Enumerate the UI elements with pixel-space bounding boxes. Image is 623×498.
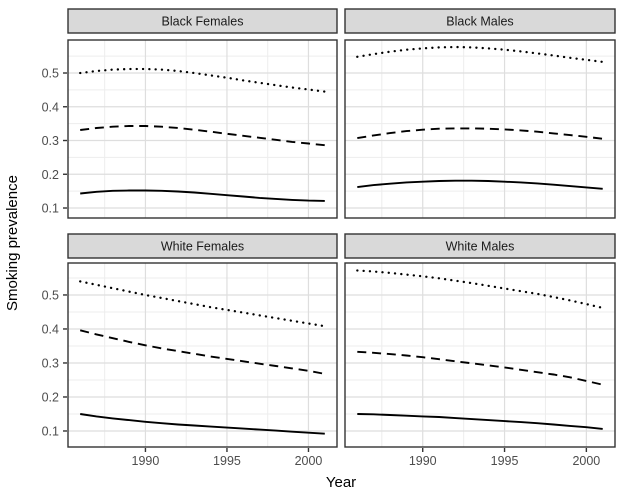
x-axis-title: Year (326, 474, 356, 491)
y-tick-label: 0.5 (42, 288, 59, 302)
x-tick-label: 2000 (295, 454, 323, 468)
series-white-males-dashed-line (357, 350, 603, 386)
x-tick-label: 1990 (409, 454, 437, 468)
facet-strip-black-females (67, 8, 338, 34)
y-tick-label: 0.2 (42, 168, 59, 182)
facet-strip-label-white-females: White Females (161, 240, 244, 254)
x-tick-label: 1995 (213, 454, 241, 468)
series-black-females-dashed-line (80, 125, 325, 147)
facet-strip-label-black-males: Black Males (446, 15, 513, 29)
x-tick-label: 2000 (572, 454, 600, 468)
panel-border-white-males (344, 262, 616, 448)
y-tick-label: 0.5 (42, 67, 59, 81)
facet-strip-white-males (344, 233, 616, 259)
panel-border-white-females (67, 262, 338, 448)
series-white-females-dotted-line (79, 280, 326, 328)
y-tick-label: 0.4 (42, 100, 59, 114)
y-tick-label: 0.4 (42, 322, 59, 336)
series-black-females-solid-line (80, 189, 325, 202)
y-axis-title: Smoking prevalence (4, 175, 21, 311)
series-black-males-solid-line (357, 179, 603, 190)
series-white-males-solid-line (357, 413, 603, 430)
x-tick-label: 1995 (491, 454, 519, 468)
panel-bg-black-females (68, 40, 337, 218)
facet-panels: Black Females 0.1 0.2 0.3 0.4 0.5 Black Males W… (42, 8, 616, 468)
facet-strip-black-males (344, 8, 616, 34)
x-tick-label: 1990 (132, 454, 160, 468)
y-tick-label: 0.1 (42, 202, 59, 216)
y-tick-label: 0.3 (42, 134, 59, 148)
y-tick-label: 0.3 (42, 356, 59, 370)
panel-border-black-males (344, 39, 616, 219)
series-white-females-solid-line (80, 413, 325, 435)
facet-strip-white-females (67, 233, 338, 259)
series-white-females-dashed-line (79, 329, 325, 375)
facet-strip-label-black-females: Black Females (162, 15, 244, 29)
series-black-males-dashed-line (357, 127, 603, 140)
panel-border-black-females (67, 39, 338, 219)
y-tick-label: 0.2 (42, 390, 59, 404)
facet-strip-label-white-males: White Males (446, 240, 515, 254)
y-tick-label: 0.1 (42, 424, 59, 438)
